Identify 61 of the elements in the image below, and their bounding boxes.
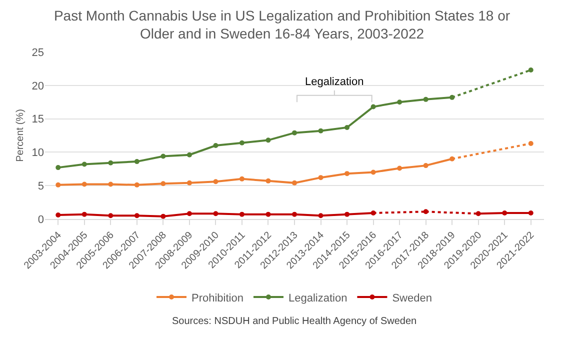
point (82, 212, 87, 217)
point (82, 162, 87, 167)
point (423, 163, 428, 168)
source-note: Sources: NSDUH and Public Health Agency of Sweden (172, 316, 417, 327)
point (108, 213, 114, 218)
point (292, 180, 297, 186)
point (450, 156, 455, 162)
point (318, 175, 324, 180)
y-tick-label: 5 (38, 180, 44, 192)
chart-title: Past Month Cannabis Use in US Legalization and Prohibition States 18 or Older and in Sweden 16-84 Years, 2003-2022 (54, 7, 510, 42)
y-tick-label: 10 (32, 147, 44, 160)
point (266, 138, 271, 143)
y-axis-title: Percent (%) (14, 109, 26, 162)
point (56, 165, 61, 170)
point (423, 96, 428, 102)
point (160, 154, 166, 159)
legend-label: Prohibition (192, 292, 244, 304)
point (266, 212, 271, 217)
point (134, 182, 140, 188)
y-tick-label: 0 (38, 214, 44, 226)
point (108, 182, 114, 187)
point (186, 152, 192, 158)
point (292, 212, 297, 217)
point (82, 182, 87, 187)
point (213, 179, 218, 184)
point (160, 214, 166, 219)
point (134, 213, 140, 218)
annotation: Legalization (305, 76, 364, 88)
point (213, 211, 218, 216)
point (186, 211, 192, 216)
y-tick-label: 25 (32, 46, 44, 59)
point (239, 212, 244, 217)
point (239, 140, 244, 146)
point (134, 159, 140, 164)
point (56, 212, 61, 218)
point (344, 212, 350, 217)
point (318, 213, 324, 218)
point (450, 94, 455, 100)
point (397, 100, 402, 105)
point (370, 104, 376, 110)
point (213, 143, 218, 148)
point (344, 124, 350, 130)
point (239, 176, 244, 182)
point (344, 171, 350, 176)
point (528, 210, 534, 216)
point (292, 130, 297, 136)
point (108, 160, 114, 166)
point (370, 170, 376, 175)
point (186, 180, 192, 186)
point (370, 210, 376, 216)
point (476, 211, 481, 216)
point (397, 166, 402, 171)
legend-label: Legalization (288, 292, 348, 304)
point (318, 128, 324, 134)
point (56, 182, 61, 188)
point (160, 181, 166, 186)
legend-label: Sweden (392, 292, 432, 304)
y-tick-label: 15 (32, 114, 44, 126)
y-tick-label: 20 (32, 80, 44, 92)
point (266, 178, 271, 184)
point (502, 210, 508, 216)
